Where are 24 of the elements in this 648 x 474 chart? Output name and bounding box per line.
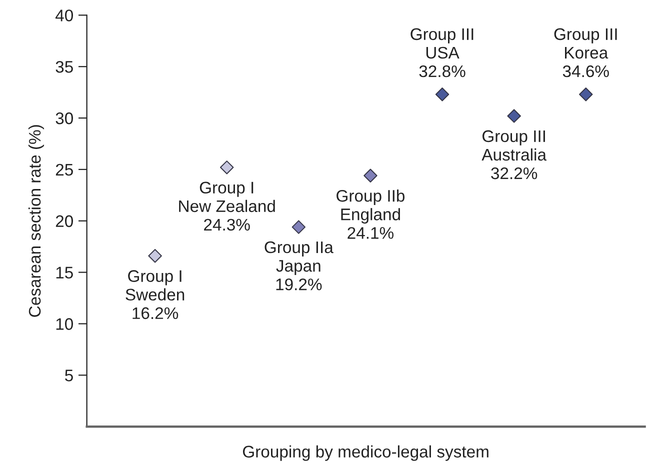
y-tick-label: 5	[65, 370, 73, 382]
point	[220, 160, 234, 174]
x-axis-title: Grouping by medico-legal system	[242, 445, 488, 461]
data-label: Group IIb England 24.1%	[336, 190, 405, 239]
point	[507, 109, 521, 123]
point	[148, 249, 162, 263]
data-label: Group III USA 32.8%	[410, 28, 474, 78]
y-tick-label: 25	[56, 164, 73, 176]
point	[364, 168, 378, 182]
point	[292, 220, 306, 234]
y-tick-label: 15	[56, 266, 73, 279]
data-label: Group III Korea 34.6%	[554, 28, 617, 78]
y-tick-label: 30	[56, 112, 73, 124]
y-tick-label: 40	[55, 10, 73, 22]
data-label: Group I New Zealand 24.3%	[179, 182, 275, 231]
data-label: Group I Sweden 16.2%	[126, 270, 184, 320]
y-axis-title: Cesarean section rate (%)	[28, 125, 44, 317]
data-label: Group III Australia 32.2%	[482, 130, 546, 180]
y-tick-label: 20	[56, 215, 73, 228]
point	[579, 88, 593, 102]
point	[435, 88, 450, 102]
y-tick-label: 35	[56, 61, 73, 73]
data-label: Group IIa Japan 19.2%	[264, 241, 334, 290]
y-tick-label: 10	[56, 318, 73, 330]
